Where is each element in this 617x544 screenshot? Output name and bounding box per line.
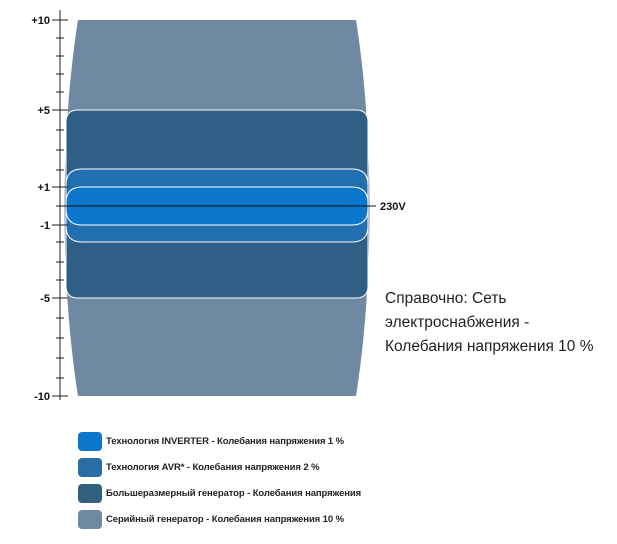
reference-note: Справочно: Сеть электроснабжения - Колеб… (385, 287, 610, 359)
legend: Технология INVERTER - Колебания напряжен… (78, 432, 598, 536)
legend-item-serial-generator: Серийный генератор - Колебания напряжени… (78, 510, 598, 530)
legend-swatch-large-generator (78, 484, 102, 503)
legend-swatch-avr (78, 458, 102, 477)
axis-tick-label: +1 (37, 182, 50, 194)
legend-label-inverter: Технология INVERTER - Колебания напряжен… (106, 436, 344, 447)
legend-swatch-inverter (78, 432, 102, 451)
axis-tick-label: -1 (40, 220, 50, 232)
reference-note-line-2: электроснабжения - (385, 314, 530, 331)
axis-tick-label: +10 (31, 15, 50, 27)
axis-layer: +10 +5 +1 -1 -5 -10 (31, 10, 68, 403)
reference-layer: 230V (60, 201, 406, 213)
legend-label-serial-generator: Серийный генератор - Колебания напряжени… (106, 514, 344, 525)
axis-tick-label: -10 (34, 391, 50, 403)
bands-layer (64, 20, 370, 396)
legend-label-large-generator: Большеразмерный генератор - Колебания на… (106, 488, 362, 499)
legend-label-avr: Технология AVR* - Колебания напряжения 2… (106, 462, 320, 473)
reference-note-line-3: Колебания напряжения 10 % (385, 338, 594, 355)
legend-item-large-generator: Большеразмерный генератор - Колебания на… (78, 484, 598, 504)
reference-label: 230V (380, 201, 406, 213)
reference-note-line-1: Справочно: Сеть (385, 290, 507, 307)
legend-item-inverter: Технология INVERTER - Колебания напряжен… (78, 432, 598, 452)
legend-swatch-serial-generator (78, 510, 102, 529)
axis-tick-label: +5 (37, 105, 50, 117)
legend-item-avr: Технология AVR* - Колебания напряжения 2… (78, 458, 598, 478)
axis-tick-label: -5 (40, 293, 50, 305)
